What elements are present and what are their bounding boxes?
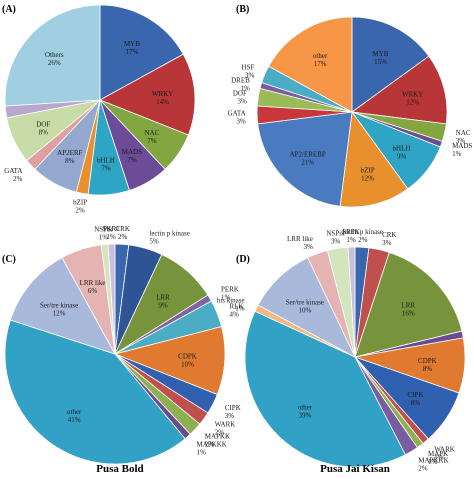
- slice-label-mads: MADS 7%: [122, 148, 142, 164]
- slice-label-dof: DOF 3%: [233, 89, 247, 105]
- slice-label-mapkkk: MAPKKK 2%: [418, 457, 448, 473]
- slice-label-hsf: HSF 3%: [242, 64, 255, 80]
- slice-label-myb: MYB 17%: [124, 40, 140, 56]
- slice-label-lrr-like: LRR like 3%: [287, 235, 313, 251]
- pie-panel-d: lectin p kinase2%CRK3%LRR16%RLK1%CDPK8%C…: [217, 228, 466, 475]
- slice-label-other: other 17%: [313, 52, 328, 68]
- slice-label-mapkkk: MAPKKK 1%: [197, 440, 227, 456]
- slice-label-his-kinase: his kinase 1%: [217, 296, 245, 312]
- slice-label-nspik: NSPik 1%: [94, 225, 113, 241]
- slice-label-bzip: bZIP 2%: [73, 199, 87, 215]
- slice-label-crk: CRK 2%: [115, 225, 129, 241]
- slice-others: [4, 4, 101, 107]
- slice-label-lrr: LRR 16%: [401, 302, 415, 318]
- slice-label-wrky: WRKY 14%: [152, 90, 173, 106]
- slice-label-lrr-like: LRR like 6%: [80, 279, 106, 295]
- slice-label-dof: DOF 8%: [36, 121, 50, 137]
- slice-label-skr1: SKR1 1%: [103, 225, 121, 241]
- slice-label-ap2erf: AP2ERF 8%: [57, 149, 82, 165]
- slice-skr1: [107, 243, 116, 355]
- slice-label-bzip: bZIP 12%: [361, 167, 375, 183]
- pie-panel-b: MYB 15% WRKY 12% NAC 3%MADS 1% bHLH 9% bZIP 12% AP2…: [228, 4, 472, 208]
- slice-label-ser-tre-kinase: Ser/tre kinase 10%: [286, 299, 324, 315]
- slice-label-wrky: WRKY 12%: [402, 90, 423, 106]
- slice-ap2-erebp: [257, 111, 353, 207]
- slice-label-nac: NAC 7%: [145, 129, 160, 145]
- slice-bzip: [339, 110, 409, 208]
- slice-other: [244, 310, 406, 468]
- slice-label-perk: PERK 1%: [221, 285, 239, 301]
- pie-panel-a: MYB 17% WRKY 14% NAC 7%MADS 7% bHLH 7% bZIP 2% AP2E…: [2, 4, 196, 215]
- slice-label-gata: GATA 3%: [228, 109, 246, 125]
- slice-label-gata: GATA 2%: [4, 167, 22, 183]
- slice-label-dreb: DREB 1%: [231, 76, 250, 92]
- slice-label-mads: MADS 1%: [452, 142, 472, 158]
- slice-label-lectin-p-kinase: lectin p kinase 5%: [149, 230, 189, 246]
- slice-label-cdpk: CDPK 10%: [178, 353, 197, 369]
- slice-label-mapk: MAPK 1%: [428, 450, 448, 466]
- pie-panel-c: CRK 2% lectin p kinase 5% LRR 9% PERK 1% RLK 4% CD…: [2, 225, 244, 475]
- slice-label-rlk: RLK 4%: [230, 303, 244, 319]
- panel-letter: (A): [2, 4, 16, 15]
- slice-wrky: [99, 53, 196, 136]
- slice-myb: [99, 4, 184, 101]
- slice-label-srpk: SRPK 1%: [342, 228, 360, 244]
- panel-caption: Pusa Jai Kisan: [320, 463, 390, 474]
- slice-ser-tre-kinase: [9, 257, 116, 355]
- slice-label-mapkk: MAPKK 2%: [205, 432, 230, 448]
- slice-label-nspik: NSPik 3%: [326, 229, 345, 245]
- slice-label-cipk: CIPK 3%: [225, 404, 241, 420]
- panel-letter: (B): [236, 4, 249, 15]
- slice-label-ser-tre-kinase: Ser/tre kinase 12%: [40, 302, 78, 318]
- slice-label-lrr: LRR 9%: [156, 294, 170, 310]
- slice-label-other: other 39%: [298, 404, 313, 420]
- slice-lrr: [354, 251, 463, 358]
- slice-label-crk: CRK 3%: [382, 231, 396, 247]
- slice-label-myb: MYB 15%: [373, 50, 389, 66]
- slice-label-wark: WARK 1%: [434, 445, 455, 461]
- slice-label-cipk: CIPK 8%: [407, 391, 423, 407]
- slice-label-nac: NAC 3%: [456, 129, 471, 145]
- slice-wrky: [350, 55, 448, 125]
- slice-other: [4, 319, 186, 465]
- slice-label-wark: WARK 2%: [215, 420, 236, 436]
- slice-label-ap2-erebp: AP2/EREBP 21%: [290, 150, 326, 166]
- panel-letter: (D): [236, 254, 250, 265]
- slice-srpk: [347, 246, 356, 358]
- slice-label-bhlh: bHLH 7%: [97, 156, 115, 172]
- slice-label-other: other 41%: [67, 408, 82, 424]
- slice-label-others: Others 26%: [45, 51, 64, 67]
- slice-label-lectin-p-kinase: lectin p kinase 2%: [343, 228, 383, 244]
- slice-label-bhlh: bHLH 9%: [393, 144, 411, 160]
- slice-other: [268, 16, 353, 113]
- slice-myb: [351, 16, 430, 113]
- slice-label-cdpk: CDPK 8%: [418, 357, 437, 373]
- panel-caption: Pusa Bold: [96, 463, 143, 474]
- panel-letter: (C): [2, 254, 16, 265]
